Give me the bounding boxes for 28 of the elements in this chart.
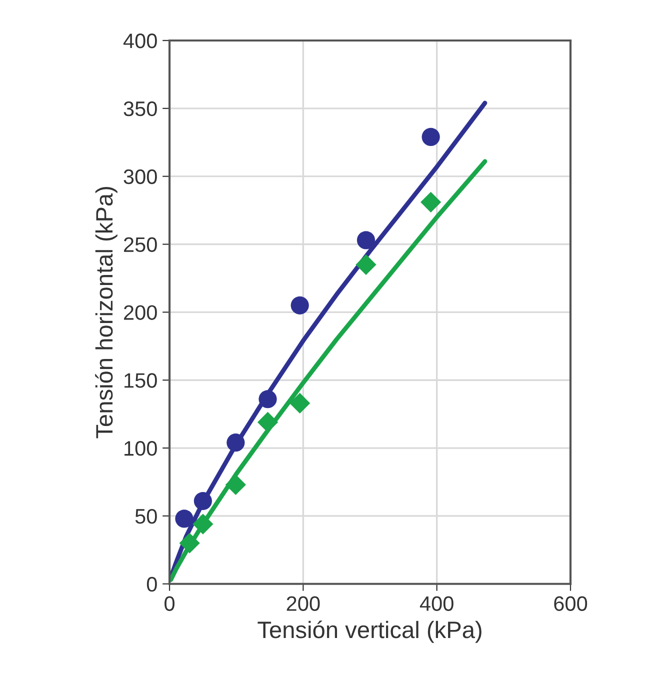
point	[356, 231, 376, 250]
point	[179, 532, 200, 554]
y-tick-label: 200	[124, 305, 157, 320]
point	[290, 392, 310, 414]
point	[194, 492, 212, 510]
y-axis-title: Tensión horizontal (kPa)	[95, 187, 118, 438]
point	[356, 254, 376, 275]
point	[225, 474, 246, 496]
y-tick-label: 250	[124, 237, 157, 252]
x-tick-label: 400	[420, 596, 454, 611]
y-tick-label: 0	[146, 576, 157, 592]
y-tick-label: 150	[124, 373, 157, 388]
x-tick-label: 200	[286, 596, 320, 611]
y-tick-label: 400	[123, 34, 157, 48]
y-tick-label: 350	[124, 101, 157, 116]
y-tick-label: 50	[135, 508, 157, 524]
point	[420, 192, 442, 212]
point	[226, 434, 245, 452]
y-tick-label: 100	[124, 441, 157, 456]
point	[192, 514, 214, 534]
point	[290, 296, 309, 314]
x-axis-title: Tensión vertical (kPa)	[258, 620, 482, 643]
point	[258, 390, 277, 408]
y-tick-label: 300	[124, 169, 157, 184]
x-tick-label: 0	[164, 596, 174, 611]
x-tick-label: 600	[554, 596, 588, 611]
point	[422, 128, 440, 146]
point	[175, 510, 194, 528]
